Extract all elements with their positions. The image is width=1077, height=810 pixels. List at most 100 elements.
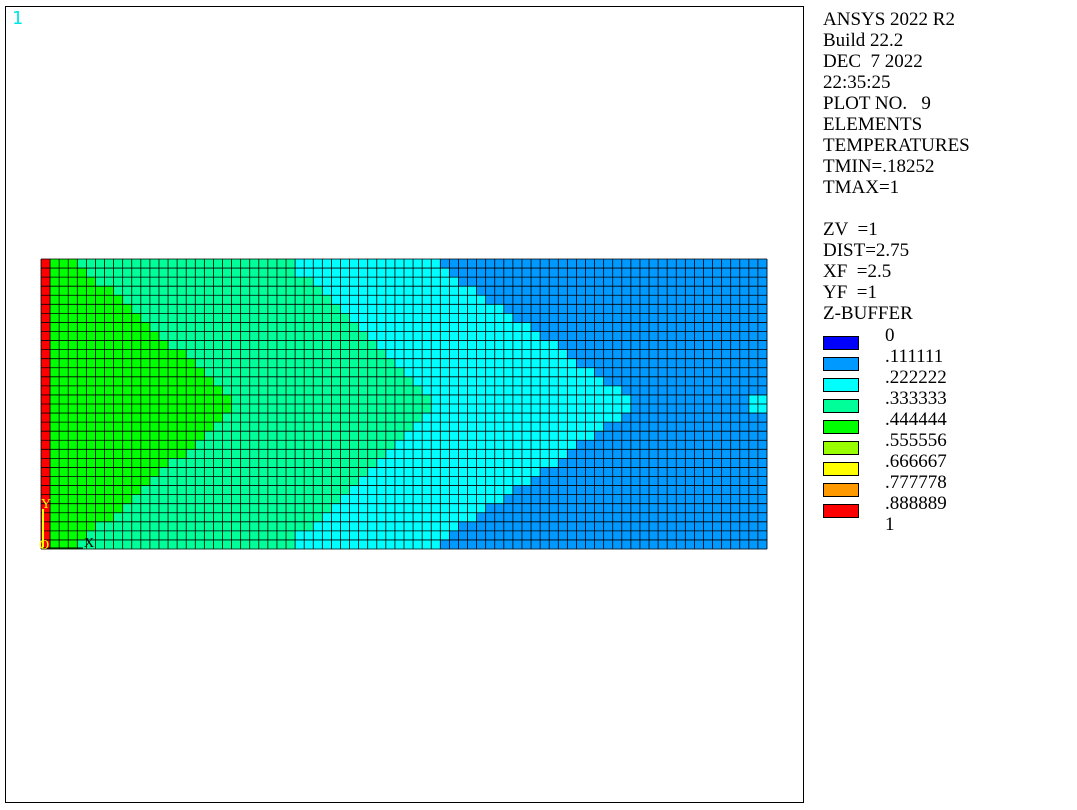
mesh-element [521,539,532,550]
mesh-element [204,358,214,369]
mesh-element [286,349,296,359]
mesh-element [730,277,741,287]
mesh-element [757,404,768,414]
mesh-element [485,494,496,504]
mesh-element [313,367,323,378]
mesh-element [748,358,759,369]
mesh-element [86,530,96,541]
mesh-element [449,431,459,441]
mesh-element [50,530,60,541]
mesh-element [286,358,296,369]
mesh-element [558,394,568,405]
mesh-element [304,286,314,296]
mesh-element [549,485,559,495]
mesh-element [404,449,414,459]
mesh-element [676,277,686,287]
mesh-element [703,286,713,296]
mesh-element [276,539,287,550]
mesh-element [594,322,604,332]
mesh-element [413,349,423,359]
mesh-element [630,394,641,405]
mesh-element [186,367,196,378]
info-line: ELEMENTS [823,114,923,135]
mesh-element [231,539,241,550]
mesh-element [168,349,178,359]
mesh-element [603,295,614,305]
mesh-element [458,313,468,323]
mesh-element [485,367,496,378]
mesh-element [385,268,396,278]
mesh-element [494,458,505,468]
mesh-element [612,313,623,323]
mesh-element [531,413,541,423]
mesh-element [394,322,405,332]
mesh-element [313,349,323,359]
mesh-grid [40,258,768,550]
mesh-element [240,313,251,323]
mesh-element [177,394,187,405]
mesh-element [404,385,414,396]
mesh-element [667,358,677,369]
mesh-element [739,485,750,495]
mesh-element [140,358,151,369]
mesh-element [440,485,450,495]
mesh-element [567,413,577,423]
mesh-element [95,394,105,405]
mesh-element [258,467,269,477]
mesh-element [258,512,269,523]
mesh-element [612,259,623,269]
mesh-element [95,476,105,486]
mesh-element [531,449,541,459]
mesh-element [186,440,196,450]
mesh-element [286,476,296,486]
mesh-element [367,385,378,396]
mesh-element [158,304,169,314]
mesh-element [385,530,396,541]
mesh-element [313,376,323,387]
mesh-element [222,422,232,432]
mesh-element [540,394,550,405]
mesh-element [50,404,60,414]
mesh-element [149,268,160,278]
mesh-element [177,295,187,305]
mesh-element [685,349,695,359]
mesh-element [195,476,205,486]
mesh-element [549,440,559,450]
info-line: YF =1 [823,282,878,303]
mesh-element [685,404,695,414]
mesh-element [512,431,523,441]
mesh-element [213,268,223,278]
mesh-element [258,376,269,387]
mesh-element [340,521,350,532]
mesh-element [86,268,96,278]
mesh-element [712,385,722,396]
mesh-element [240,331,251,341]
mesh-element [340,322,350,332]
mesh-element [295,259,305,269]
mesh-element [521,440,532,450]
mesh-element [458,539,468,550]
mesh-element [494,304,505,314]
mesh-element [249,277,260,287]
mesh-element [168,458,178,468]
mesh-element [267,286,278,296]
mesh-element [594,431,604,441]
mesh-element [512,376,523,387]
mesh-element [558,286,568,296]
mesh-element [358,277,368,287]
mesh-element [113,431,123,441]
mesh-element [594,349,604,359]
mesh-element [612,431,623,441]
mesh-element [95,295,105,305]
mesh-element [476,295,486,305]
mesh-element [639,349,650,359]
mesh-element [149,530,160,541]
mesh-element [304,503,314,514]
mesh-element [186,530,196,541]
mesh-element [413,485,423,495]
mesh-element [394,277,405,287]
mesh-element [158,358,169,369]
mesh-element [358,503,368,514]
mesh-element [367,431,378,441]
